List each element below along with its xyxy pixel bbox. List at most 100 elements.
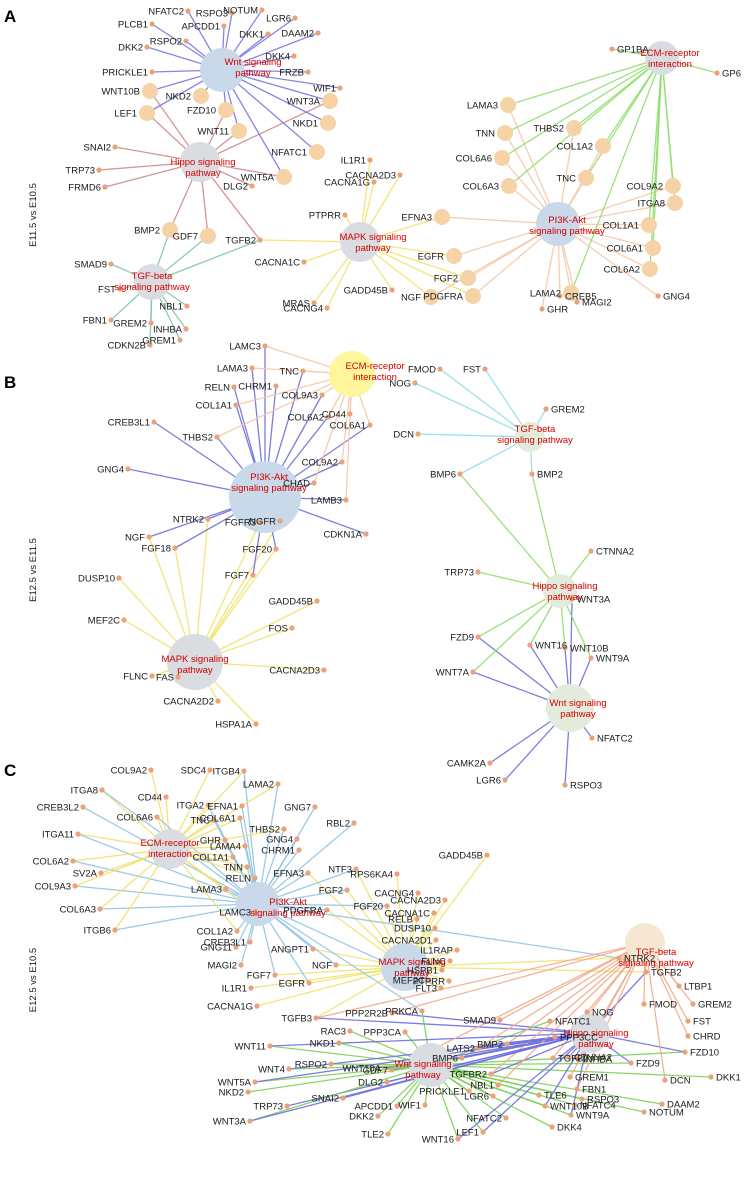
- gene-label: RSPO3: [587, 1095, 619, 1106]
- pathway-node-hippo: [543, 574, 577, 608]
- gene-label: WNT3A: [287, 97, 321, 108]
- gene-label: BMP2: [134, 226, 160, 237]
- gene-node: [75, 831, 81, 837]
- gene-label: COL1A1: [603, 221, 639, 232]
- gene-label: FZD10: [690, 1048, 719, 1059]
- gene-label: PDGFRA: [283, 906, 323, 917]
- gene-label: EGFR: [279, 979, 306, 990]
- gene-node: [475, 569, 481, 575]
- gene-label: NTRK2: [624, 954, 655, 965]
- gene-node: [244, 864, 250, 870]
- gene-node: [149, 21, 155, 27]
- gene-node: [415, 431, 421, 437]
- gene-label: COL1A2: [197, 927, 233, 938]
- gene-node: [144, 44, 150, 50]
- gene-node: [645, 240, 661, 256]
- gene-node: [667, 195, 683, 211]
- gene-node: [229, 10, 235, 16]
- pathway-node-wnt: [409, 1043, 453, 1087]
- gene-label: LTBP1: [684, 982, 712, 993]
- gene-label: WNT11: [235, 1042, 267, 1053]
- gene-node: [310, 946, 316, 952]
- gene-node: [550, 1055, 556, 1061]
- gene-label: TLE2: [361, 1130, 384, 1141]
- gene-node: [566, 1054, 572, 1060]
- pathway-node-pi3k: [229, 461, 301, 533]
- edge: [482, 1032, 591, 1133]
- gene-node: [275, 781, 281, 787]
- gene-label: FLNC: [421, 957, 446, 968]
- gene-node: [247, 1118, 253, 1124]
- gene-node: [459, 1055, 465, 1061]
- gene-node: [431, 910, 437, 916]
- gene-label: CDKN2B: [107, 341, 146, 352]
- gene-node: [579, 1096, 585, 1102]
- gene-label: NFATC2: [148, 7, 184, 18]
- gene-label: LAMA3: [191, 885, 222, 896]
- gene-node: [183, 326, 189, 332]
- gene-label: NKD1: [293, 119, 318, 130]
- gene-label: EFNA3: [401, 213, 432, 224]
- gene-label: BMP6: [432, 1054, 458, 1065]
- gene-node: [223, 886, 229, 892]
- gene-node: [575, 1056, 581, 1062]
- pathway-label-hippo: Hippo signaling pathway: [171, 157, 236, 179]
- gene-label: NBL1: [470, 1081, 494, 1092]
- gene-label: TNC: [279, 367, 299, 378]
- gene-node: [249, 183, 255, 189]
- gene-label: IL1R1: [341, 156, 366, 167]
- gene-node: [367, 157, 373, 163]
- gene-node: [72, 883, 78, 889]
- gene-node: [539, 306, 545, 312]
- gene-label: NOG: [592, 1008, 614, 1019]
- gene-label: NBL1: [159, 302, 183, 313]
- gene-label: APCDD1: [181, 22, 220, 33]
- edge: [457, 1032, 591, 1140]
- gene-node: [284, 1103, 290, 1109]
- gene-label: SMAD9: [463, 1016, 496, 1027]
- gene-node: [241, 768, 247, 774]
- gene-node: [567, 1074, 573, 1080]
- gene-node: [569, 596, 575, 602]
- gene-label: HSPA1A: [215, 720, 252, 731]
- gene-node: [460, 270, 476, 286]
- gene-label: NGF: [125, 533, 145, 544]
- gene-label: GHR: [547, 305, 568, 316]
- gene-node: [665, 178, 681, 194]
- gene-label: COL1A1: [193, 853, 229, 864]
- pathway-label-wnt: Wnt signaling pathway: [394, 1059, 451, 1081]
- gene-label: CACNA1G: [324, 178, 370, 189]
- gene-node: [347, 1028, 353, 1034]
- gene-node: [438, 985, 444, 991]
- gene-node: [336, 1040, 342, 1046]
- pathway-node-mapk: [340, 222, 380, 262]
- gene-label: CACNA1C: [385, 909, 431, 920]
- gene-label: LEF1: [114, 109, 137, 120]
- gene-label: NGF: [401, 293, 421, 304]
- gene-node: [414, 916, 420, 922]
- gene-node: [442, 897, 448, 903]
- gene-label: DAAM2: [667, 1100, 700, 1111]
- edge: [507, 57, 663, 106]
- gene-node: [543, 406, 549, 412]
- gene-node: [578, 170, 594, 186]
- gene-label: NOTUM: [223, 6, 258, 17]
- gene-node: [536, 1092, 542, 1098]
- gene-label: NKD2: [219, 1088, 244, 1099]
- gene-node: [455, 1136, 461, 1142]
- gene-node: [480, 1129, 486, 1135]
- comparison-label-b: E12.5 vs E11.5: [28, 538, 39, 602]
- pathway-node-wnt: [546, 684, 594, 732]
- gene-label: CHRM1: [261, 846, 295, 857]
- gene-node: [497, 1017, 503, 1023]
- gene-label: WNT9A: [596, 654, 630, 665]
- gene-node: [233, 944, 239, 950]
- panel-label-b: B: [4, 373, 16, 392]
- gene-label: TRP73: [444, 568, 474, 579]
- gene-label: NTRK2: [173, 515, 204, 526]
- gene-label: FGF2: [434, 274, 458, 285]
- gene-label: GNG7: [284, 803, 311, 814]
- gene-label: DUSP10: [394, 924, 431, 935]
- gene-label: FGF20: [353, 902, 383, 913]
- edge: [257, 903, 423, 1012]
